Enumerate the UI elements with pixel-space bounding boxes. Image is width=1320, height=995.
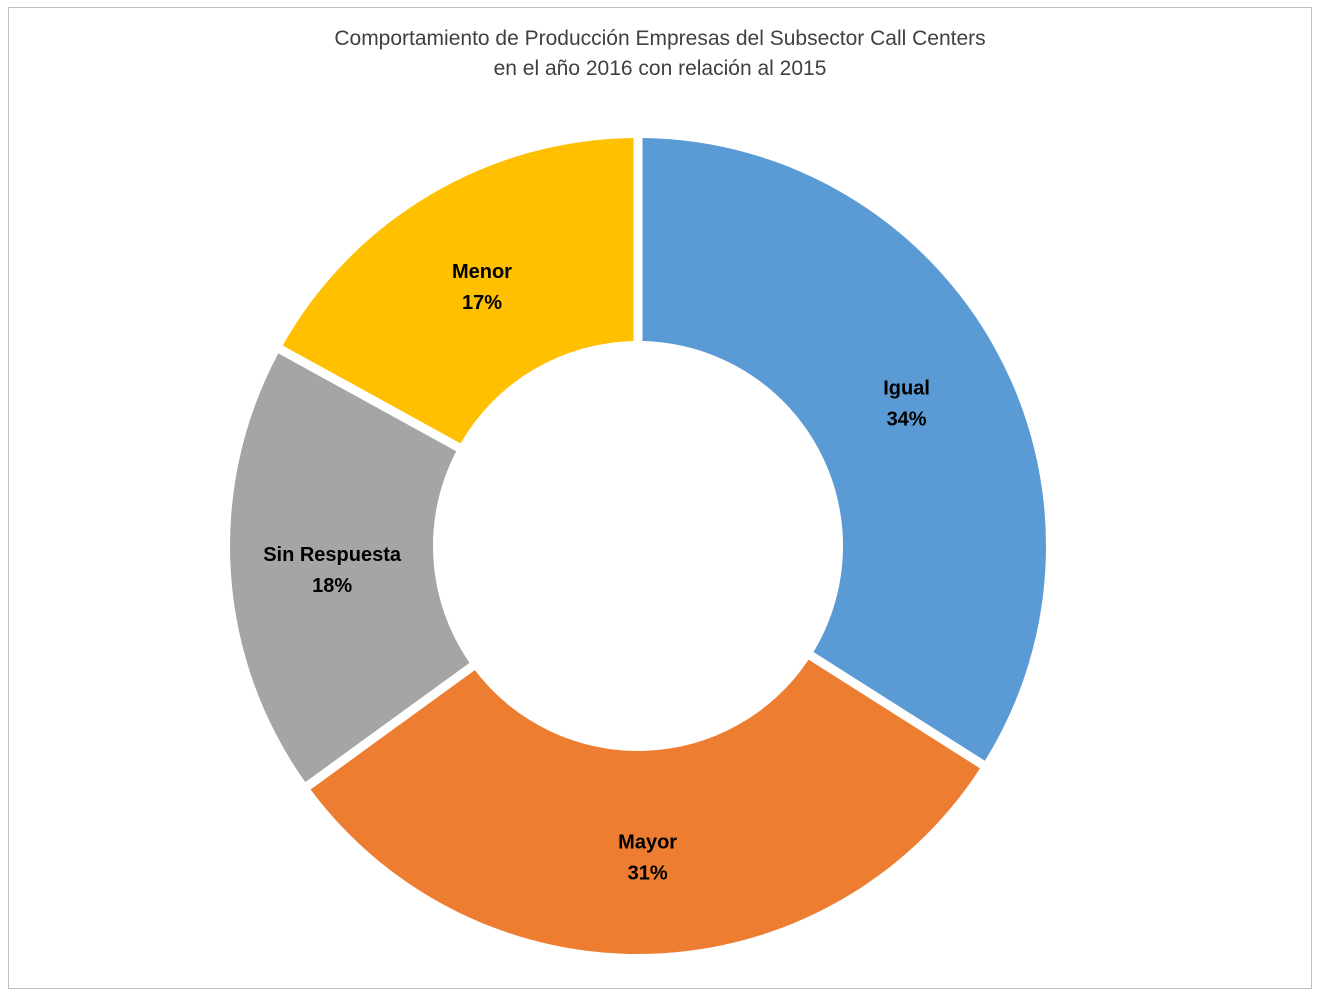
chart-title-block: Comportamiento de Producción Empresas de… xyxy=(0,24,1320,84)
slice-igual xyxy=(642,138,1047,761)
slice-value-label: 17% xyxy=(462,292,502,314)
slice-value-label: 18% xyxy=(312,575,352,597)
slice-sin-respuesta xyxy=(229,353,470,783)
slice-category-label: Igual xyxy=(883,377,930,399)
chart-subtitle: en el año 2016 con relación al 2015 xyxy=(493,57,827,80)
slice-category-label: Menor xyxy=(452,261,512,283)
slice-mayor xyxy=(310,659,981,955)
slice-label-menor: Menor 17% xyxy=(452,261,512,314)
slice-menor xyxy=(282,138,634,444)
slice-category-label: Mayor xyxy=(618,831,677,853)
slice-value-label: 34% xyxy=(887,408,927,430)
slice-label-sin-respuesta: Sin Respuesta 18% xyxy=(263,544,402,597)
chart-title: Comportamiento de Producción Empresas de… xyxy=(334,27,986,50)
slice-value-label: 31% xyxy=(628,862,668,884)
slice-label-igual: Igual 34% xyxy=(883,377,930,430)
slice-label-mayor: Mayor 31% xyxy=(618,831,677,884)
slice-category-label: Sin Respuesta xyxy=(263,544,402,566)
